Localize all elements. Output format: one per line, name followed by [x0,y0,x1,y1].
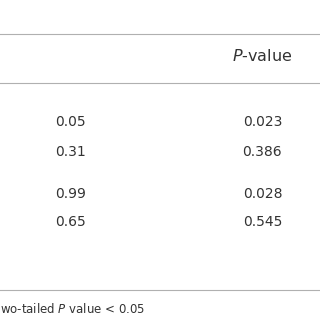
Text: 0.31: 0.31 [55,145,86,159]
Text: 0.05: 0.05 [55,115,86,129]
Text: 0.545: 0.545 [243,215,282,229]
Text: wo-tailed $\mathit{P}$ value < 0.05: wo-tailed $\mathit{P}$ value < 0.05 [0,302,145,316]
Text: 0.023: 0.023 [243,115,282,129]
Text: $\mathit{P}$$\mathbf{\text{-value}}$: $\mathit{P}$$\mathbf{\text{-value}}$ [232,48,292,64]
Text: 0.99: 0.99 [55,187,86,201]
Text: 0.65: 0.65 [55,215,86,229]
Text: 0.386: 0.386 [243,145,282,159]
Text: 0.028: 0.028 [243,187,282,201]
